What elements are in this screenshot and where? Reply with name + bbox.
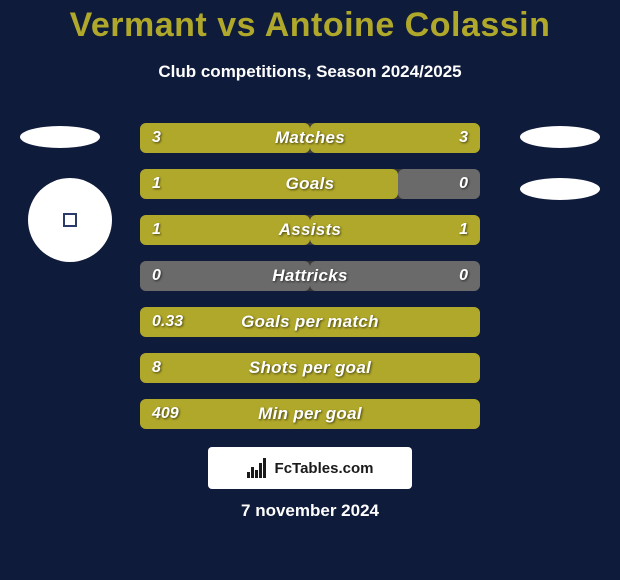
stat-row: Assists1 1 [140,215,480,245]
club-badge-mark [63,213,77,227]
player2-club-badge [520,178,600,200]
stat-row: Matches3 3 [140,123,480,153]
stat-value-left: 8 [152,359,161,377]
stat-value-right: 0 [459,175,468,193]
stat-value-left: 0 [152,267,161,285]
brand-logo-icon [247,458,269,478]
player2-team-badge [520,126,600,148]
comparison-infographic: Vermant vs Antoine Colassin Club competi… [0,0,620,580]
stat-value-left: 1 [152,221,161,239]
stat-value-left: 1 [152,175,161,193]
stat-label: Goals per match [140,312,480,332]
page-subtitle: Club competitions, Season 2024/2025 [0,62,620,82]
brand-badge: FcTables.com [208,447,412,489]
stat-value-right: 0 [459,267,468,285]
stat-value-left: 0.33 [152,313,183,331]
stat-row: Goals1 0 [140,169,480,199]
player1-club-badge [28,178,112,262]
stat-label: Goals [140,174,480,194]
player1-team-badge [20,126,100,148]
stat-row: Min per goal409 [140,399,480,429]
brand-text: FcTables.com [275,460,374,477]
stat-label: Matches [140,128,480,148]
stat-row: Shots per goal8 [140,353,480,383]
stat-label: Shots per goal [140,358,480,378]
generation-date: 7 november 2024 [0,501,620,521]
stat-label: Min per goal [140,404,480,424]
stat-value-left: 3 [152,129,161,147]
stat-label: Hattricks [140,266,480,286]
stat-row: Goals per match0.33 [140,307,480,337]
stat-value-left: 409 [152,405,179,423]
stat-value-right: 3 [459,129,468,147]
stat-label: Assists [140,220,480,240]
stat-row: Hattricks0 0 [140,261,480,291]
page-title: Vermant vs Antoine Colassin [0,6,620,45]
stat-value-right: 1 [459,221,468,239]
